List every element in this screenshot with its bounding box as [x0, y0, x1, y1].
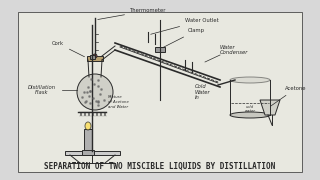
Text: Cork: Cork: [52, 41, 84, 57]
Bar: [84, 129, 92, 151]
Text: Cold
Water
In: Cold Water In: [195, 84, 211, 100]
Text: Thermometer: Thermometer: [98, 8, 166, 19]
Bar: [155, 47, 165, 52]
Bar: [65, 151, 120, 155]
Text: Water Outlet: Water Outlet: [151, 18, 219, 34]
Circle shape: [93, 54, 97, 58]
Polygon shape: [260, 100, 280, 115]
Bar: [87, 56, 103, 61]
Text: cold
water: cold water: [244, 105, 255, 113]
Text: Water
Condenser: Water Condenser: [220, 45, 248, 55]
Bar: [82, 150, 94, 155]
Ellipse shape: [85, 122, 91, 130]
FancyBboxPatch shape: [18, 12, 302, 172]
Text: Acetone: Acetone: [270, 86, 307, 106]
Text: Mixture
of Acetone
and Water: Mixture of Acetone and Water: [108, 95, 129, 109]
Text: Clamp: Clamp: [163, 28, 205, 48]
Text: SEPARATION OF TWO MISCIBLE LIQUIDS BY DISTILLATION: SEPARATION OF TWO MISCIBLE LIQUIDS BY DI…: [44, 161, 276, 170]
Circle shape: [77, 74, 113, 110]
Text: Distillation
Flask: Distillation Flask: [28, 85, 56, 95]
Bar: [90, 55, 95, 59]
Ellipse shape: [230, 77, 270, 83]
Ellipse shape: [230, 112, 270, 118]
